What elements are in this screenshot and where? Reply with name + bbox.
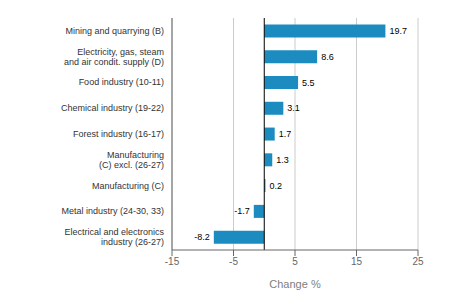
svg-text:0.2: 0.2: [269, 181, 282, 191]
svg-text:Manufacturing(C) excl. (26-27): Manufacturing(C) excl. (26-27): [99, 150, 164, 170]
svg-text:-5: -5: [229, 256, 238, 267]
svg-text:5: 5: [292, 256, 298, 267]
svg-text:Electrical and electronicsindu: Electrical and electronicsindustry (26-2…: [64, 227, 164, 247]
svg-text:8.6: 8.6: [321, 52, 334, 62]
svg-text:Mining and quarrying (B): Mining and quarrying (B): [65, 26, 164, 36]
svg-text:Change %: Change %: [269, 278, 321, 290]
svg-text:-1.7: -1.7: [234, 206, 250, 216]
svg-text:Forest industry (16-17): Forest industry (16-17): [73, 129, 164, 139]
svg-text:Chemical industry (19-22): Chemical industry (19-22): [61, 103, 164, 113]
svg-text:5.5: 5.5: [302, 78, 315, 88]
svg-text:Manufacturing (C): Manufacturing (C): [92, 181, 164, 191]
svg-text:15: 15: [351, 256, 363, 267]
svg-text:1.3: 1.3: [276, 155, 289, 165]
svg-text:19.7: 19.7: [389, 26, 407, 36]
svg-text:3.1: 3.1: [287, 103, 300, 113]
svg-text:1.7: 1.7: [279, 129, 292, 139]
svg-text:Metal industry (24-30, 33): Metal industry (24-30, 33): [61, 206, 164, 216]
svg-text:-8.2: -8.2: [194, 232, 210, 242]
svg-text:Electricity, gas, steamand air: Electricity, gas, steamand air condit. s…: [64, 47, 164, 67]
svg-text:-15: -15: [165, 256, 180, 267]
svg-text:Food industry (10-11): Food industry (10-11): [79, 77, 164, 87]
svg-text:25: 25: [412, 256, 424, 267]
